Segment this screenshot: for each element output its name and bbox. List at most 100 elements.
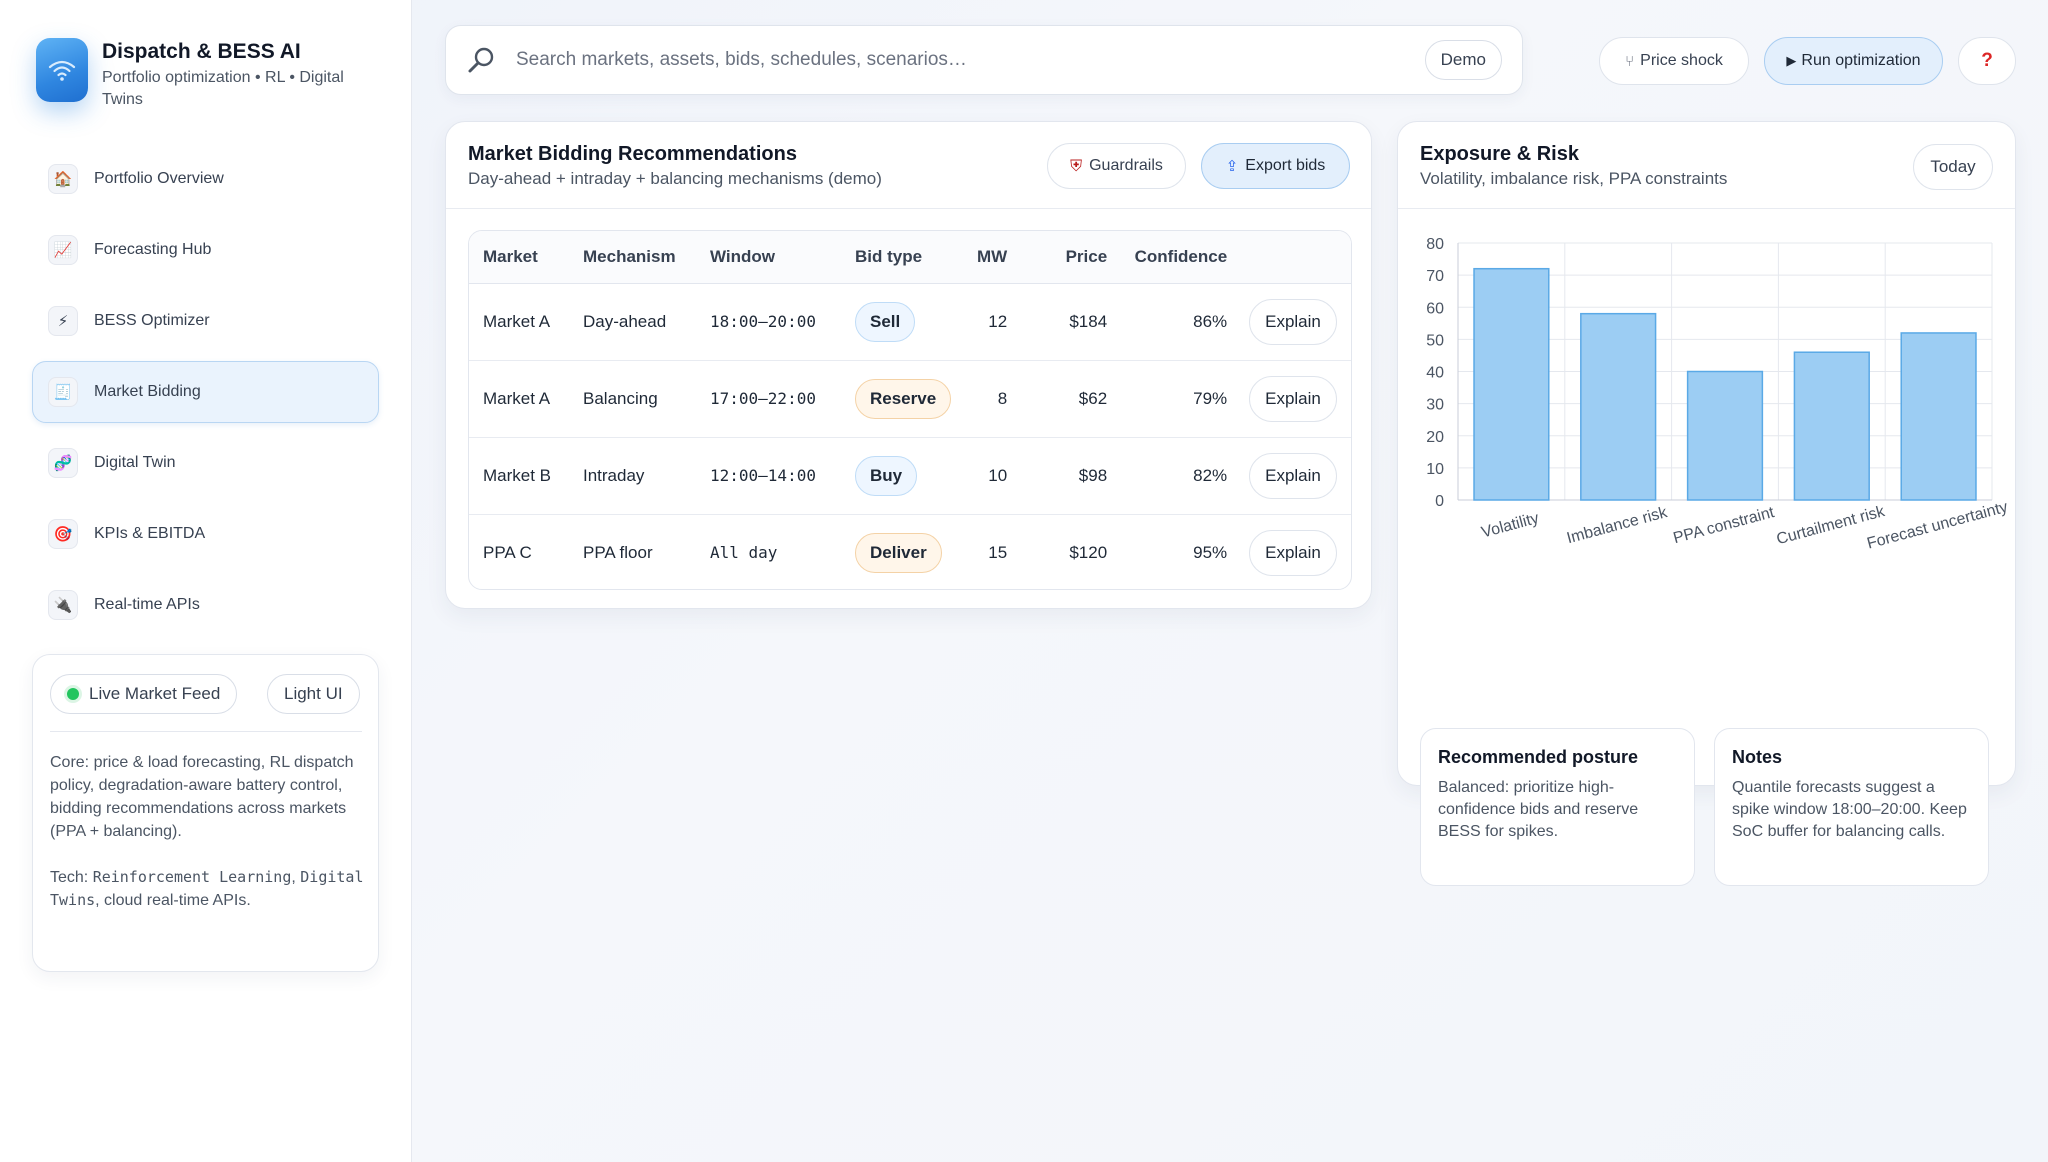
table-row: PPA C PPA floor All day Deliver 15 $120 … bbox=[469, 514, 1351, 589]
nav-item-digital-twin[interactable]: 🧬 Digital Twin bbox=[32, 432, 379, 494]
column-header[interactable]: Bid type bbox=[841, 231, 952, 284]
brand-title: Dispatch & BESS AI bbox=[102, 40, 301, 63]
light-ui-toggle[interactable]: Light UI bbox=[267, 674, 360, 714]
y-tick-label: 0 bbox=[1435, 493, 1444, 510]
sidebar-nav: 🏠 Portfolio Overview 📈 Forecasting Hub ⚡… bbox=[32, 148, 379, 645]
bidding-card-subtitle: Day-ahead + intraday + balancing mechani… bbox=[468, 169, 882, 188]
help-icon: ? bbox=[1981, 50, 1993, 71]
play-icon: ▶ bbox=[1786, 53, 1797, 68]
column-header-actions bbox=[1227, 231, 1351, 284]
column-header[interactable]: Market bbox=[469, 231, 569, 284]
nav-item-label: Digital Twin bbox=[94, 454, 176, 471]
nav-item-bess-optimizer[interactable]: ⚡ BESS Optimizer bbox=[32, 290, 379, 352]
live-market-feed-badge[interactable]: Live Market Feed bbox=[50, 674, 238, 714]
price-cell: $62 bbox=[1007, 360, 1108, 438]
price-cell: $98 bbox=[1007, 437, 1108, 515]
y-tick-label: 60 bbox=[1426, 300, 1444, 317]
bidding-card-title: Market Bidding Recommendations bbox=[468, 143, 797, 165]
market-cell: Market B bbox=[469, 437, 569, 515]
light-ui-label: Light UI bbox=[284, 684, 343, 703]
today-button[interactable]: Today bbox=[1913, 144, 1993, 190]
tech-suffix: , cloud real-time APIs. bbox=[95, 892, 251, 909]
tech-rl: Reinforcement Learning bbox=[92, 868, 292, 886]
y-tick-label: 40 bbox=[1426, 365, 1444, 382]
market-bidding-card: Market Bidding Recommendations Day-ahead… bbox=[445, 121, 1372, 609]
window-cell: All day bbox=[710, 543, 778, 563]
receipt-icon: 🧾 bbox=[48, 377, 78, 407]
y-tick-label: 80 bbox=[1426, 236, 1444, 253]
search-bar[interactable]: Search markets, assets, bids, schedules,… bbox=[445, 25, 1523, 95]
explain-button[interactable]: Explain bbox=[1249, 529, 1337, 576]
guardrails-label: Guardrails bbox=[1089, 157, 1163, 174]
mechanism-cell: PPA floor bbox=[583, 542, 653, 562]
bid-type-cell: Buy bbox=[841, 437, 952, 515]
mw-cell: 12 bbox=[951, 283, 1008, 361]
action-cell: Explain bbox=[1227, 514, 1351, 589]
divider bbox=[50, 731, 362, 732]
guardrails-button[interactable]: ⛨ Guardrails bbox=[1047, 143, 1186, 189]
explain-button[interactable]: Explain bbox=[1249, 375, 1337, 422]
live-market-feed-label: Live Market Feed bbox=[89, 684, 221, 703]
recommended-posture-card: Recommended posture Balanced: prioritize… bbox=[1420, 728, 1695, 886]
bid-type-badge: Deliver bbox=[855, 532, 942, 573]
tech-description: Tech: Reinforcement Learning, Digital Tw… bbox=[50, 866, 366, 912]
nav-item-portfolio-overview[interactable]: 🏠 Portfolio Overview bbox=[32, 148, 379, 210]
action-cell: Explain bbox=[1227, 283, 1351, 361]
window-cell: 18:00–20:00 bbox=[696, 283, 841, 361]
tech-digital-twins: Digital Twins bbox=[50, 868, 364, 909]
notes-text: Quantile forecasts suggest a spike windo… bbox=[1732, 779, 1967, 840]
tech-prefix: Tech: bbox=[50, 869, 93, 886]
status-card: Live Market Feed Light UI Core: price & … bbox=[32, 654, 379, 972]
run-optimization-label: Run optimization bbox=[1801, 52, 1921, 69]
table-row: Market B Intraday 12:00–14:00 Buy 10 $98… bbox=[469, 437, 1351, 515]
help-button[interactable]: ? bbox=[1958, 37, 2016, 85]
nav-item-kpis-ebitda[interactable]: 🎯 KPIs & EBITDA bbox=[32, 503, 379, 565]
action-cell: Explain bbox=[1227, 437, 1351, 515]
home-icon: 🏠 bbox=[48, 164, 78, 194]
wifi-icon bbox=[48, 60, 76, 81]
posture-title: Recommended posture bbox=[1438, 747, 1639, 767]
search-icon bbox=[468, 47, 494, 73]
window-cell: 12:00–14:00 bbox=[696, 437, 841, 515]
column-header[interactable]: MW bbox=[951, 231, 1008, 284]
action-cell: Explain bbox=[1227, 360, 1351, 438]
explain-button[interactable]: Explain bbox=[1249, 452, 1337, 499]
explain-button[interactable]: Explain bbox=[1249, 298, 1337, 345]
market-cell: PPA C bbox=[483, 542, 532, 562]
plug-icon: 🔌 bbox=[48, 590, 78, 620]
bar-4 bbox=[1900, 332, 1977, 501]
tuning-fork-icon: ⑂ bbox=[1625, 52, 1635, 70]
nav-item-market-bidding[interactable]: 🧾 Market Bidding bbox=[32, 361, 379, 423]
notes-title: Notes bbox=[1732, 747, 1783, 767]
demo-badge[interactable]: Demo bbox=[1424, 40, 1502, 80]
run-optimization-button[interactable]: ▶ Run optimization bbox=[1764, 37, 1943, 85]
bid-type-badge: Buy bbox=[855, 455, 918, 496]
bid-type-cell: Reserve bbox=[841, 360, 952, 438]
brand: Dispatch & BESS AI Portfolio optimizatio… bbox=[36, 38, 352, 111]
nav-item-forecasting-hub[interactable]: 📈 Forecasting Hub bbox=[32, 219, 379, 281]
lightning-icon: ⚡ bbox=[48, 306, 78, 336]
brand-subtitle: Portfolio optimization • RL • Digital Tw… bbox=[102, 69, 344, 108]
exposure-card-header: Exposure & Risk Volatility, imbalance ri… bbox=[1420, 143, 1727, 189]
target-icon: 🎯 bbox=[48, 519, 78, 549]
column-header[interactable]: Confidence bbox=[1107, 231, 1228, 284]
price-cell: $184 bbox=[1007, 283, 1108, 361]
column-header[interactable]: Mechanism bbox=[569, 231, 696, 284]
mechanism-cell: Balancing bbox=[569, 360, 696, 438]
exposure-risk-card: Exposure & Risk Volatility, imbalance ri… bbox=[1397, 121, 2016, 886]
dna-icon: 🧬 bbox=[48, 448, 78, 478]
card-header-divider bbox=[1398, 208, 2015, 209]
price-shock-button[interactable]: ⑂ Price shock bbox=[1599, 37, 1749, 85]
nav-item-label: KPIs & EBITDA bbox=[94, 525, 206, 542]
table-row: Market A Balancing 17:00–22:00 Reserve 8… bbox=[469, 360, 1351, 438]
export-tray-icon: ⇪ bbox=[1225, 157, 1239, 175]
bids-table: Market Mechanism Window Bid type MW Pric… bbox=[468, 230, 1352, 590]
export-bids-button[interactable]: ⇪ Export bids bbox=[1201, 143, 1350, 189]
x-tick-label: PPA constraint bbox=[1672, 504, 1777, 547]
market-cell: Market A bbox=[469, 360, 569, 438]
search-input[interactable]: Search markets, assets, bids, schedules,… bbox=[516, 49, 967, 70]
core-description: Core: price & load forecasting, RL dispa… bbox=[50, 754, 354, 840]
column-header[interactable]: Price bbox=[1007, 231, 1108, 284]
nav-item-real-time-apis[interactable]: 🔌 Real-time APIs bbox=[32, 574, 379, 636]
column-header[interactable]: Window bbox=[696, 231, 841, 284]
